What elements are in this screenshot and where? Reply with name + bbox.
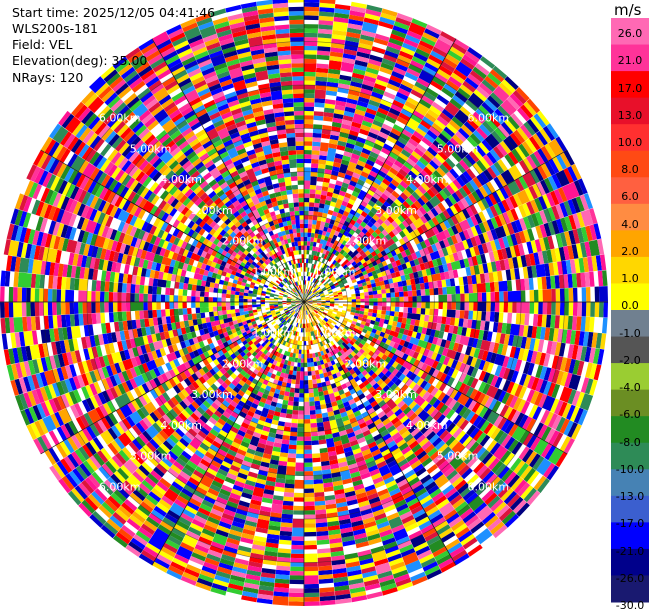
range-ring-label: 6.00km bbox=[468, 480, 510, 493]
colorbar-segment bbox=[611, 416, 649, 444]
field-label: Field: VEL bbox=[12, 37, 73, 52]
colorbar-tick-label: 17.0 bbox=[617, 81, 643, 95]
nrays-label: NRays: 120 bbox=[12, 70, 84, 85]
velocity-gates bbox=[9, 8, 598, 600]
azimuth-spoke bbox=[303, 38, 457, 303]
colorbar-tick-label: -30.0 bbox=[615, 599, 645, 612]
azimuth-spoke bbox=[40, 301, 305, 455]
colorbar-segment bbox=[611, 548, 649, 576]
range-ring-label: 3.00km bbox=[191, 204, 233, 217]
velocity-gates bbox=[288, 295, 357, 354]
range-ring-label: 3.00km bbox=[191, 388, 233, 401]
azimuth-spoke bbox=[40, 149, 305, 303]
range-ring-label: 6.00km bbox=[468, 112, 510, 125]
colorbar-tick-label: -13.0 bbox=[615, 490, 645, 503]
azimuth-spoke bbox=[303, 149, 568, 303]
colorbar-tick-label: -2.0 bbox=[619, 353, 641, 367]
velocity-gates bbox=[0, 14, 585, 597]
colorbar-segment bbox=[611, 522, 649, 550]
range-ring-label: 1.00km bbox=[253, 327, 295, 340]
colorbar-tick-label: 21.0 bbox=[617, 54, 643, 68]
colorbar-segment bbox=[611, 44, 649, 72]
velocity-gates bbox=[3, 4, 602, 603]
velocity-sectors bbox=[0, 0, 608, 607]
colorbar-segment bbox=[611, 150, 649, 178]
colorbar-tick-label: -26.0 bbox=[615, 571, 645, 585]
azimuth-spoke bbox=[151, 301, 305, 566]
colorbar-tick-label: -4.0 bbox=[619, 381, 641, 395]
azimuth-spoke bbox=[303, 301, 457, 566]
colorbar-tick-label: 26.0 bbox=[617, 27, 643, 40]
colorbar-tick-label: 4.0 bbox=[621, 217, 639, 231]
range-ring-label: 4.00km bbox=[160, 419, 202, 432]
range-ring-label: 4.00km bbox=[406, 173, 448, 186]
range-ring-label: 4.00km bbox=[406, 419, 448, 432]
range-ring-label: 5.00km bbox=[130, 143, 172, 156]
colorbar-segment bbox=[611, 363, 649, 391]
colorbar-segment bbox=[611, 310, 649, 338]
azimuth-spoke bbox=[151, 38, 305, 303]
range-ring-label: 2.00km bbox=[222, 235, 264, 248]
colorbar-tick-label: 6.0 bbox=[621, 190, 639, 204]
range-ring-label: 3.00km bbox=[375, 204, 417, 217]
colorbar-segment bbox=[611, 495, 649, 523]
instrument-label: WLS200s-181 bbox=[12, 21, 98, 36]
colorbar-segment bbox=[611, 97, 649, 125]
start-time-label: Start time: 2025/12/05 04:41:46 bbox=[12, 5, 216, 20]
range-ring-label: 2.00km bbox=[345, 235, 387, 248]
colorbar-segment bbox=[611, 177, 649, 205]
colorbar-tick-label: 8.0 bbox=[621, 163, 639, 177]
colorbar-segment bbox=[611, 230, 649, 258]
velocity-gates bbox=[18, 4, 604, 598]
range-ring-label: 3.00km bbox=[375, 388, 417, 401]
colorbar-unit: m/s bbox=[614, 1, 642, 19]
range-ring-labels: 1.00km 1.00km 1.00km 1.00km 2.00km 2.00km 2.00… bbox=[99, 112, 509, 494]
range-grid bbox=[0, 0, 608, 606]
velocity-gates bbox=[0, 6, 600, 602]
colorbar-tick-label: -1.0 bbox=[619, 326, 641, 340]
range-ring-label: 1.00km bbox=[314, 327, 356, 340]
range-ring-label: 2.00km bbox=[222, 357, 264, 370]
range-ring-label: 5.00km bbox=[130, 450, 172, 463]
colorbar-segment bbox=[611, 469, 649, 497]
colorbar-segment bbox=[611, 71, 649, 99]
colorbar-segment bbox=[611, 256, 649, 284]
colorbar bbox=[611, 18, 649, 603]
range-ring-label: 6.00km bbox=[99, 112, 141, 125]
colorbar-tick-label: -17.0 bbox=[615, 517, 645, 531]
colorbar-tick-label: 10.0 bbox=[617, 136, 643, 149]
colorbar-tick-label: 1.0 bbox=[621, 272, 639, 286]
colorbar-tick-label: -6.0 bbox=[619, 408, 641, 422]
velocity-gates bbox=[10, 0, 593, 606]
colorbar-segment bbox=[611, 389, 649, 417]
range-ring-label: 1.00km bbox=[253, 265, 295, 278]
colorbar-tick-label: 13.0 bbox=[617, 108, 643, 122]
colorbar-segment bbox=[611, 18, 649, 46]
colorbar-segment bbox=[611, 575, 649, 603]
elevation-label: Elevation(deg): 35.00 bbox=[12, 53, 148, 68]
colorbar-tick-label: 0.0 bbox=[621, 299, 639, 313]
azimuth-spoke bbox=[303, 301, 568, 455]
colorbar-segment bbox=[611, 124, 649, 152]
range-ring-label: 5.00km bbox=[437, 450, 479, 463]
range-ring-label: 4.00km bbox=[160, 173, 202, 186]
colorbar-tick-label: -10.0 bbox=[615, 462, 645, 476]
colorbar-segment bbox=[611, 442, 649, 470]
velocity-gates bbox=[4, 12, 608, 594]
colorbar-segment bbox=[611, 283, 649, 311]
range-ring-label: 6.00km bbox=[99, 480, 141, 493]
colorbar-segment bbox=[611, 336, 649, 364]
colorbar-tick-label: -8.0 bbox=[619, 435, 641, 449]
range-ring-label: 2.00km bbox=[345, 357, 387, 370]
colorbar-segment bbox=[611, 203, 649, 231]
colorbar-tick-label: -21.0 bbox=[615, 544, 645, 558]
colorbar-tick-label: 2.0 bbox=[621, 244, 639, 258]
range-ring-label: 5.00km bbox=[437, 143, 479, 156]
range-ring-label: 1.00km bbox=[314, 265, 356, 278]
